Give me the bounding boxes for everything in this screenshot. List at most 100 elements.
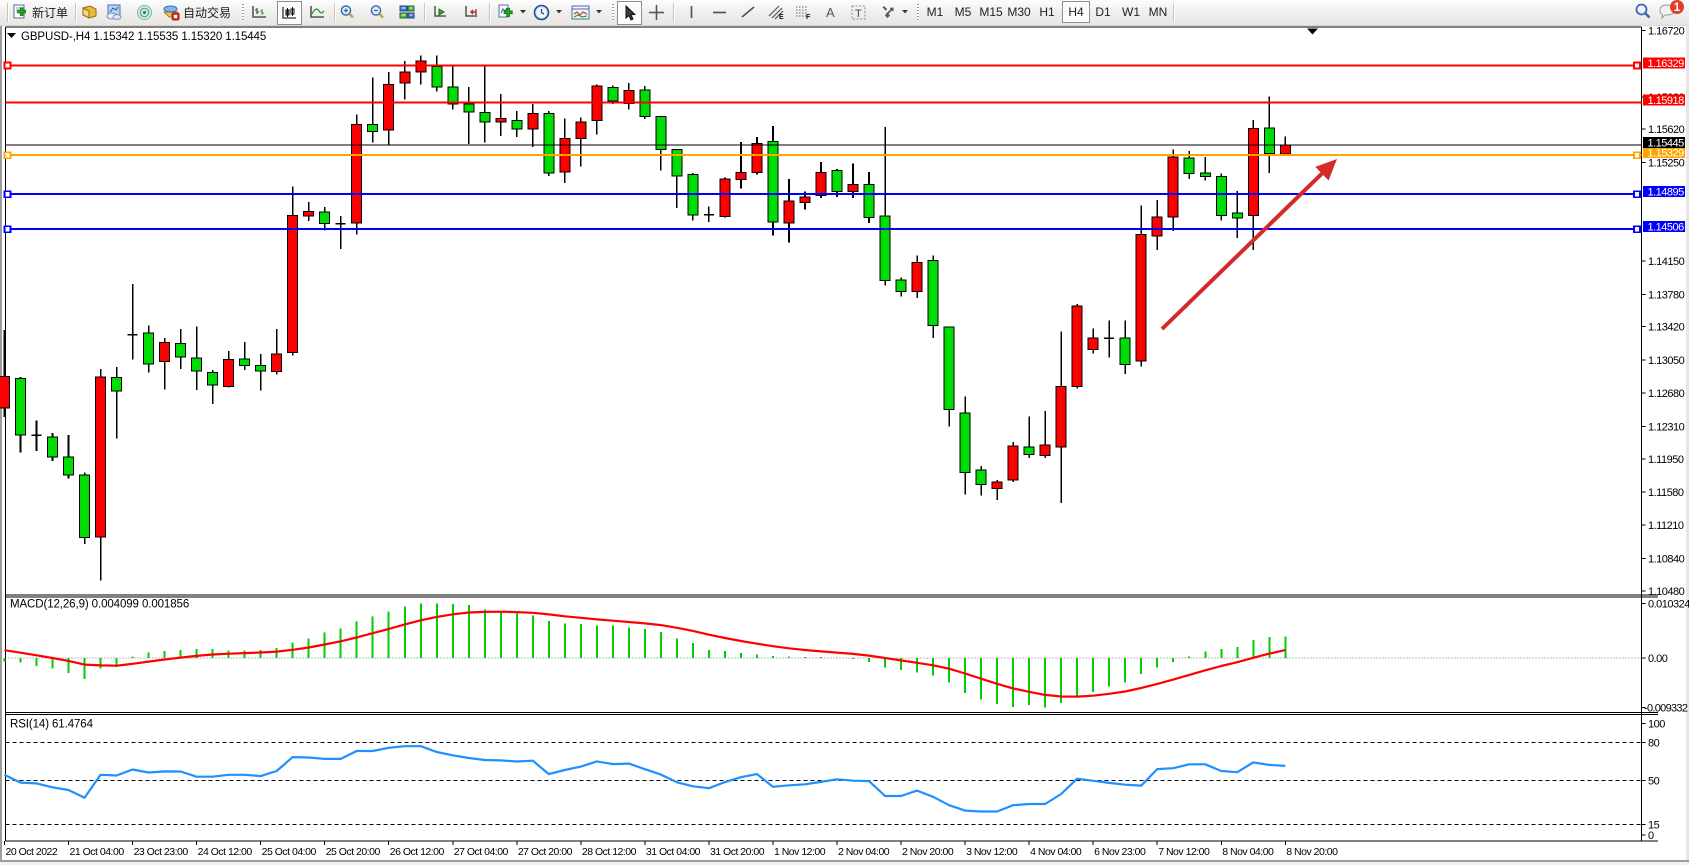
chart-shift-marker[interactable] [1307, 28, 1318, 35]
line-anchor-handle[interactable] [1633, 61, 1641, 70]
candle[interactable] [335, 215, 346, 249]
toolbar-drag-handle[interactable] [612, 4, 614, 21]
candle[interactable] [47, 432, 59, 461]
candle[interactable] [159, 337, 171, 390]
candle[interactable] [223, 350, 235, 388]
chart-shift-button[interactable] [460, 1, 483, 23]
tile-windows-button[interactable] [395, 1, 418, 23]
timeframe-w1-button[interactable]: W1 [1122, 5, 1140, 19]
zoom-in-button[interactable] [336, 1, 359, 23]
candle[interactable] [895, 277, 907, 297]
vertical-line-button[interactable] [680, 1, 703, 23]
line-anchor-handle[interactable] [3, 151, 12, 160]
search-button[interactable] [1630, 1, 1656, 23]
timeframe-mn-button[interactable]: MN [1148, 5, 1168, 19]
line-chart-button[interactable] [306, 1, 329, 23]
candle[interactable] [207, 370, 219, 405]
new-order-button[interactable]: 新订单 [10, 1, 70, 23]
candle[interactable] [15, 376, 27, 453]
candle[interactable] [79, 472, 91, 544]
candle[interactable] [879, 127, 891, 286]
line-anchor-handle[interactable] [1633, 190, 1641, 199]
timeframe-d1-button[interactable]: D1 [1095, 5, 1111, 19]
candle[interactable] [111, 366, 123, 439]
candle[interactable] [143, 325, 155, 373]
trend-arrow-shaft[interactable] [1160, 165, 1330, 331]
candle[interactable] [1055, 331, 1067, 504]
timeframe-m1-button[interactable]: M1 [926, 5, 944, 19]
candle[interactable] [863, 171, 875, 224]
candle[interactable] [1023, 416, 1035, 459]
candle[interactable] [735, 142, 747, 189]
candle[interactable] [1167, 149, 1179, 231]
candle[interactable] [383, 71, 395, 146]
candle[interactable] [607, 85, 619, 104]
candle[interactable] [319, 206, 331, 231]
notifications-button[interactable]: 1 [1656, 0, 1686, 23]
candle[interactable] [511, 110, 523, 138]
trendline-button[interactable] [736, 1, 759, 23]
candle[interactable] [1007, 441, 1019, 483]
fibonacci-button[interactable]: F [791, 1, 814, 23]
indicators-button[interactable] [494, 1, 530, 23]
candle[interactable] [1071, 304, 1083, 389]
candle[interactable] [191, 326, 203, 391]
candle[interactable] [703, 206, 714, 222]
candle[interactable] [783, 178, 795, 243]
candle[interactable] [911, 255, 923, 298]
auto-trading-button[interactable]: 自动交易 [158, 1, 234, 23]
candle[interactable] [575, 117, 587, 167]
zoom-out-button[interactable] [366, 1, 389, 23]
timeframe-m15-button[interactable]: M15 [979, 5, 1003, 19]
candle[interactable] [1263, 96, 1275, 174]
market-watch-button[interactable] [77, 1, 101, 23]
horizontal-line-button[interactable] [708, 1, 731, 23]
candle[interactable] [719, 177, 731, 218]
candle[interactable] [463, 87, 475, 145]
notification-badge[interactable] [1670, 0, 1684, 14]
candle[interactable] [479, 64, 491, 143]
timeframe-h4-button[interactable]: H4 [1062, 1, 1090, 23]
candle[interactable] [1151, 199, 1163, 251]
candle[interactable] [1104, 320, 1115, 358]
line-anchor-handle[interactable] [3, 225, 12, 234]
candle[interactable] [815, 162, 827, 199]
candle[interactable] [175, 329, 187, 370]
navigator-button[interactable] [102, 1, 126, 23]
candle[interactable] [1199, 157, 1211, 181]
candle[interactable] [351, 114, 363, 235]
text-label-button[interactable]: T [847, 1, 870, 23]
text-button[interactable]: A [819, 1, 842, 23]
candle[interactable] [1087, 328, 1099, 354]
candle[interactable] [847, 163, 859, 199]
candle[interactable] [95, 368, 107, 581]
candle[interactable] [0, 330, 10, 417]
crosshair-button[interactable] [645, 1, 668, 23]
chart-background[interactable] [5, 27, 1642, 842]
toolbar-drag-handle[interactable] [242, 4, 244, 21]
candle[interactable] [127, 283, 138, 360]
bar-chart-button[interactable] [248, 1, 271, 23]
timeframe-m5-button[interactable]: M5 [954, 5, 972, 19]
candle[interactable] [255, 354, 267, 391]
candle[interactable] [975, 466, 987, 496]
candle[interactable] [527, 103, 539, 147]
timeframe-h1-button[interactable]: H1 [1039, 5, 1055, 19]
candle[interactable] [959, 396, 971, 495]
candle[interactable] [927, 255, 939, 339]
candle[interactable] [495, 94, 507, 136]
candle[interactable] [687, 173, 699, 221]
candle[interactable] [543, 110, 555, 176]
candle[interactable] [1215, 173, 1227, 221]
line-anchor-handle[interactable] [3, 190, 12, 199]
timeframe-m30-button[interactable]: M30 [1007, 5, 1031, 19]
auto-scroll-button[interactable] [429, 1, 452, 23]
line-anchor-handle[interactable] [3, 61, 12, 70]
symbol-dropdown-arrow[interactable] [7, 33, 16, 38]
candle[interactable] [943, 326, 955, 427]
candle[interactable] [287, 186, 299, 356]
cursor-button[interactable] [617, 1, 642, 25]
candle[interactable] [271, 328, 283, 375]
periods-button[interactable] [529, 1, 566, 23]
